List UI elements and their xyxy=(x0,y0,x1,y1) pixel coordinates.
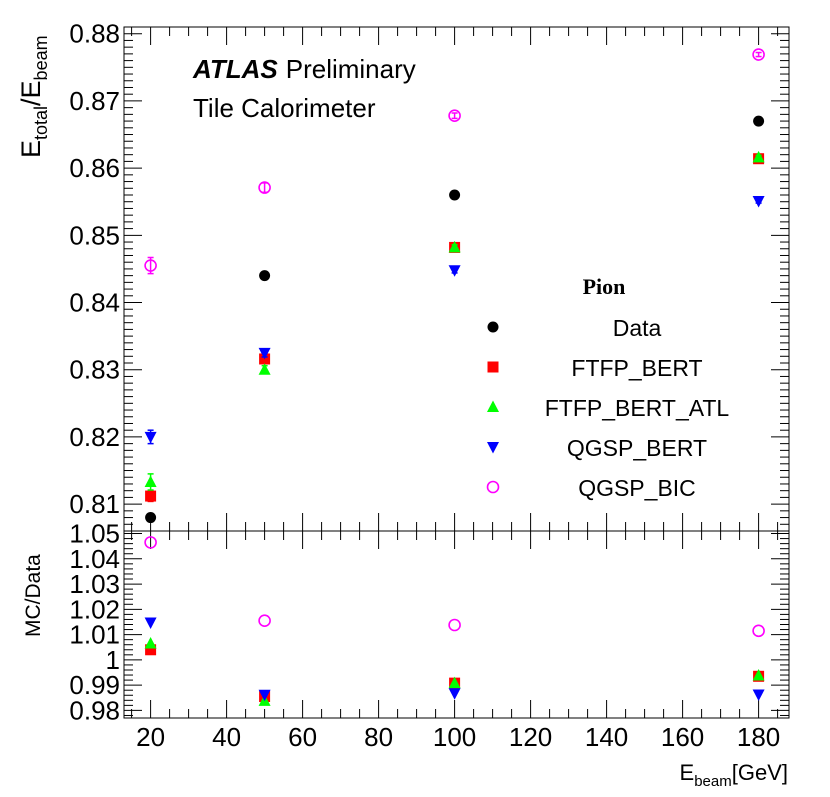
point-ftfp-bert xyxy=(145,490,157,502)
ratio-point-qgsp-bic xyxy=(448,618,461,632)
ratio-point-qgsp-bic xyxy=(258,614,271,628)
main-y-axis-label: Etotal/Ebeam xyxy=(16,35,51,158)
point-qgsp-bert xyxy=(258,347,271,360)
point-ftfp-bert-atl xyxy=(144,475,157,487)
point-qgsp-bert xyxy=(448,265,461,277)
main-y-axis: 0.81 0.82 0.83 0.84 0.85 0.86 0.87 0.88 xyxy=(69,19,789,532)
x-tick-label: 80 xyxy=(364,722,393,752)
main-y-tick-label: 0.85 xyxy=(69,220,120,250)
x-tick-label: 120 xyxy=(509,722,552,752)
ratio-point-ftfp-bert xyxy=(145,644,157,656)
ratio-point-ftfp-bert-atl xyxy=(448,676,461,689)
detector-label: Tile Calorimeter xyxy=(193,93,376,123)
legend-label-ftfp-bert-atl: FTFP_BERT_ATL xyxy=(545,395,730,421)
main-y-tick-label: 0.82 xyxy=(69,422,120,452)
point-data xyxy=(753,115,765,127)
ratio-point-ftfp-bert-atl xyxy=(752,669,765,681)
ratio-point-qgsp-bert xyxy=(258,689,271,702)
legend-label-qgsp-bic: QGSP_BIC xyxy=(578,475,696,501)
legend-label-ftfp-bert: FTFP_BERT xyxy=(571,355,702,381)
main-y-tick-label: 0.88 xyxy=(69,19,120,49)
point-qgsp-bic xyxy=(144,259,157,272)
x-tick-label: 100 xyxy=(433,722,476,752)
x-axis-label: Ebeam[GeV] xyxy=(680,760,788,790)
legend-marker-ftfp-bert xyxy=(487,361,499,373)
point-data xyxy=(259,270,271,282)
ratio-data-marks xyxy=(144,536,765,706)
point-qgsp-bic xyxy=(448,109,461,123)
point-qgsp-bic xyxy=(752,48,765,61)
main-y-tick-label: 0.83 xyxy=(69,355,120,385)
legend-title: Pion xyxy=(583,274,626,299)
x-tick-label: 60 xyxy=(288,722,317,752)
point-qgsp-bert xyxy=(144,431,157,444)
x-tick-label: 40 xyxy=(212,722,241,752)
x-tick-label: 20 xyxy=(136,722,165,752)
legend-marker-qgsp-bic xyxy=(486,480,500,494)
ratio-y-tick-label: 1.02 xyxy=(69,594,120,624)
point-ftfp-bert-atl xyxy=(448,240,461,253)
point-ftfp-bert-atl xyxy=(752,150,765,163)
ratio-y-tick-label: 1.05 xyxy=(69,519,120,549)
ratio-point-qgsp-bert xyxy=(144,617,157,629)
point-qgsp-bic xyxy=(258,181,271,194)
legend-label-data: Data xyxy=(613,315,662,341)
ratio-y-tick-label: 0.99 xyxy=(69,670,120,700)
x-axis: 20 40 60 80 100 120 140 160 180 xyxy=(131,27,780,752)
ratio-y-tick-label: 1.01 xyxy=(69,620,120,650)
point-qgsp-bert xyxy=(752,196,765,208)
main-data-marks xyxy=(144,48,765,524)
ratio-y-tick-label: 1.03 xyxy=(69,569,120,599)
legend-marker-ftfp-bert-atl xyxy=(487,400,499,412)
x-tick-label: 180 xyxy=(737,722,780,752)
main-y-tick-label: 0.86 xyxy=(69,153,120,183)
atlas-label: ATLAS Preliminary xyxy=(192,54,416,84)
point-data xyxy=(145,512,157,524)
ratio-point-ftfp-bert-atl xyxy=(144,636,157,649)
ratio-point-qgsp-bic xyxy=(144,536,157,549)
main-y-tick-label: 0.81 xyxy=(69,489,120,519)
main-y-tick-label: 0.87 xyxy=(69,86,120,116)
ratio-y-tick-label: 0.98 xyxy=(69,695,120,725)
x-tick-label: 140 xyxy=(585,722,628,752)
ratio-point-qgsp-bert xyxy=(752,689,765,701)
ratio-y-tick-label: 1 xyxy=(106,645,120,675)
legend-marker-data xyxy=(487,321,499,333)
point-data xyxy=(449,189,461,201)
legend-marker-qgsp-bert xyxy=(487,442,499,454)
legend: Pion Data FTFP_BERT FTFP_BERT_ATL QGSP_BERT… xyxy=(486,274,730,501)
ratio-y-tick-label: 1.04 xyxy=(69,544,120,574)
x-tick-label: 160 xyxy=(661,722,704,752)
legend-label-qgsp-bert: QGSP_BERT xyxy=(567,435,707,461)
ratio-point-qgsp-bic xyxy=(752,624,765,638)
ratio-point-qgsp-bert xyxy=(448,688,461,700)
main-y-tick-label: 0.84 xyxy=(69,288,120,318)
ratio-y-axis-label: MC/Data xyxy=(22,554,45,637)
point-ftfp-bert-atl xyxy=(258,363,271,375)
